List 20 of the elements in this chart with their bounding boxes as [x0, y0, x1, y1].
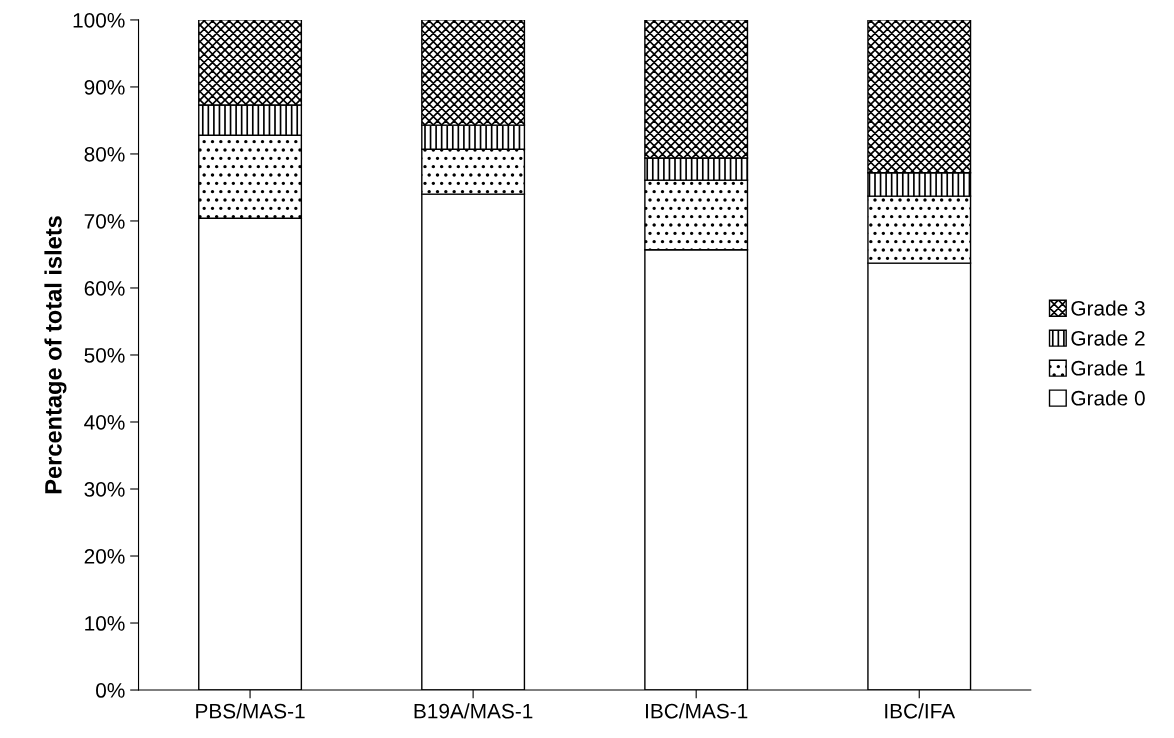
y-tick-label: 40%: [84, 414, 125, 430]
y-tick-label: 70%: [84, 213, 125, 229]
x-tick-label: IBC/IFA: [885, 703, 956, 719]
legend-label: Grade 3: [1071, 300, 1145, 316]
x-tick-label: IBC/MAS-1: [646, 703, 748, 719]
y-tick-label: 100%: [73, 12, 125, 28]
y-tick-label: 20%: [84, 549, 125, 564]
y-tick-label: 60%: [84, 280, 125, 296]
y-tick-label: 30%: [84, 482, 125, 497]
x-tick-label: PBS/MAS-1: [196, 703, 305, 719]
y-tick-label: 80%: [84, 146, 125, 162]
legend-label: Grade 1: [1071, 360, 1145, 376]
y-tick-label: 0%: [96, 683, 125, 698]
y-tick-label: 50%: [84, 347, 125, 363]
x-tick-label: B19A/MAS-1: [414, 703, 533, 719]
y-tick-label: 10%: [85, 616, 125, 631]
y-tick-label: 90%: [84, 79, 125, 95]
legend-label: Grade 2: [1071, 330, 1145, 346]
y-axis-title: Percentage of total islets: [44, 216, 67, 494]
legend-label: Grade 0: [1071, 390, 1145, 406]
